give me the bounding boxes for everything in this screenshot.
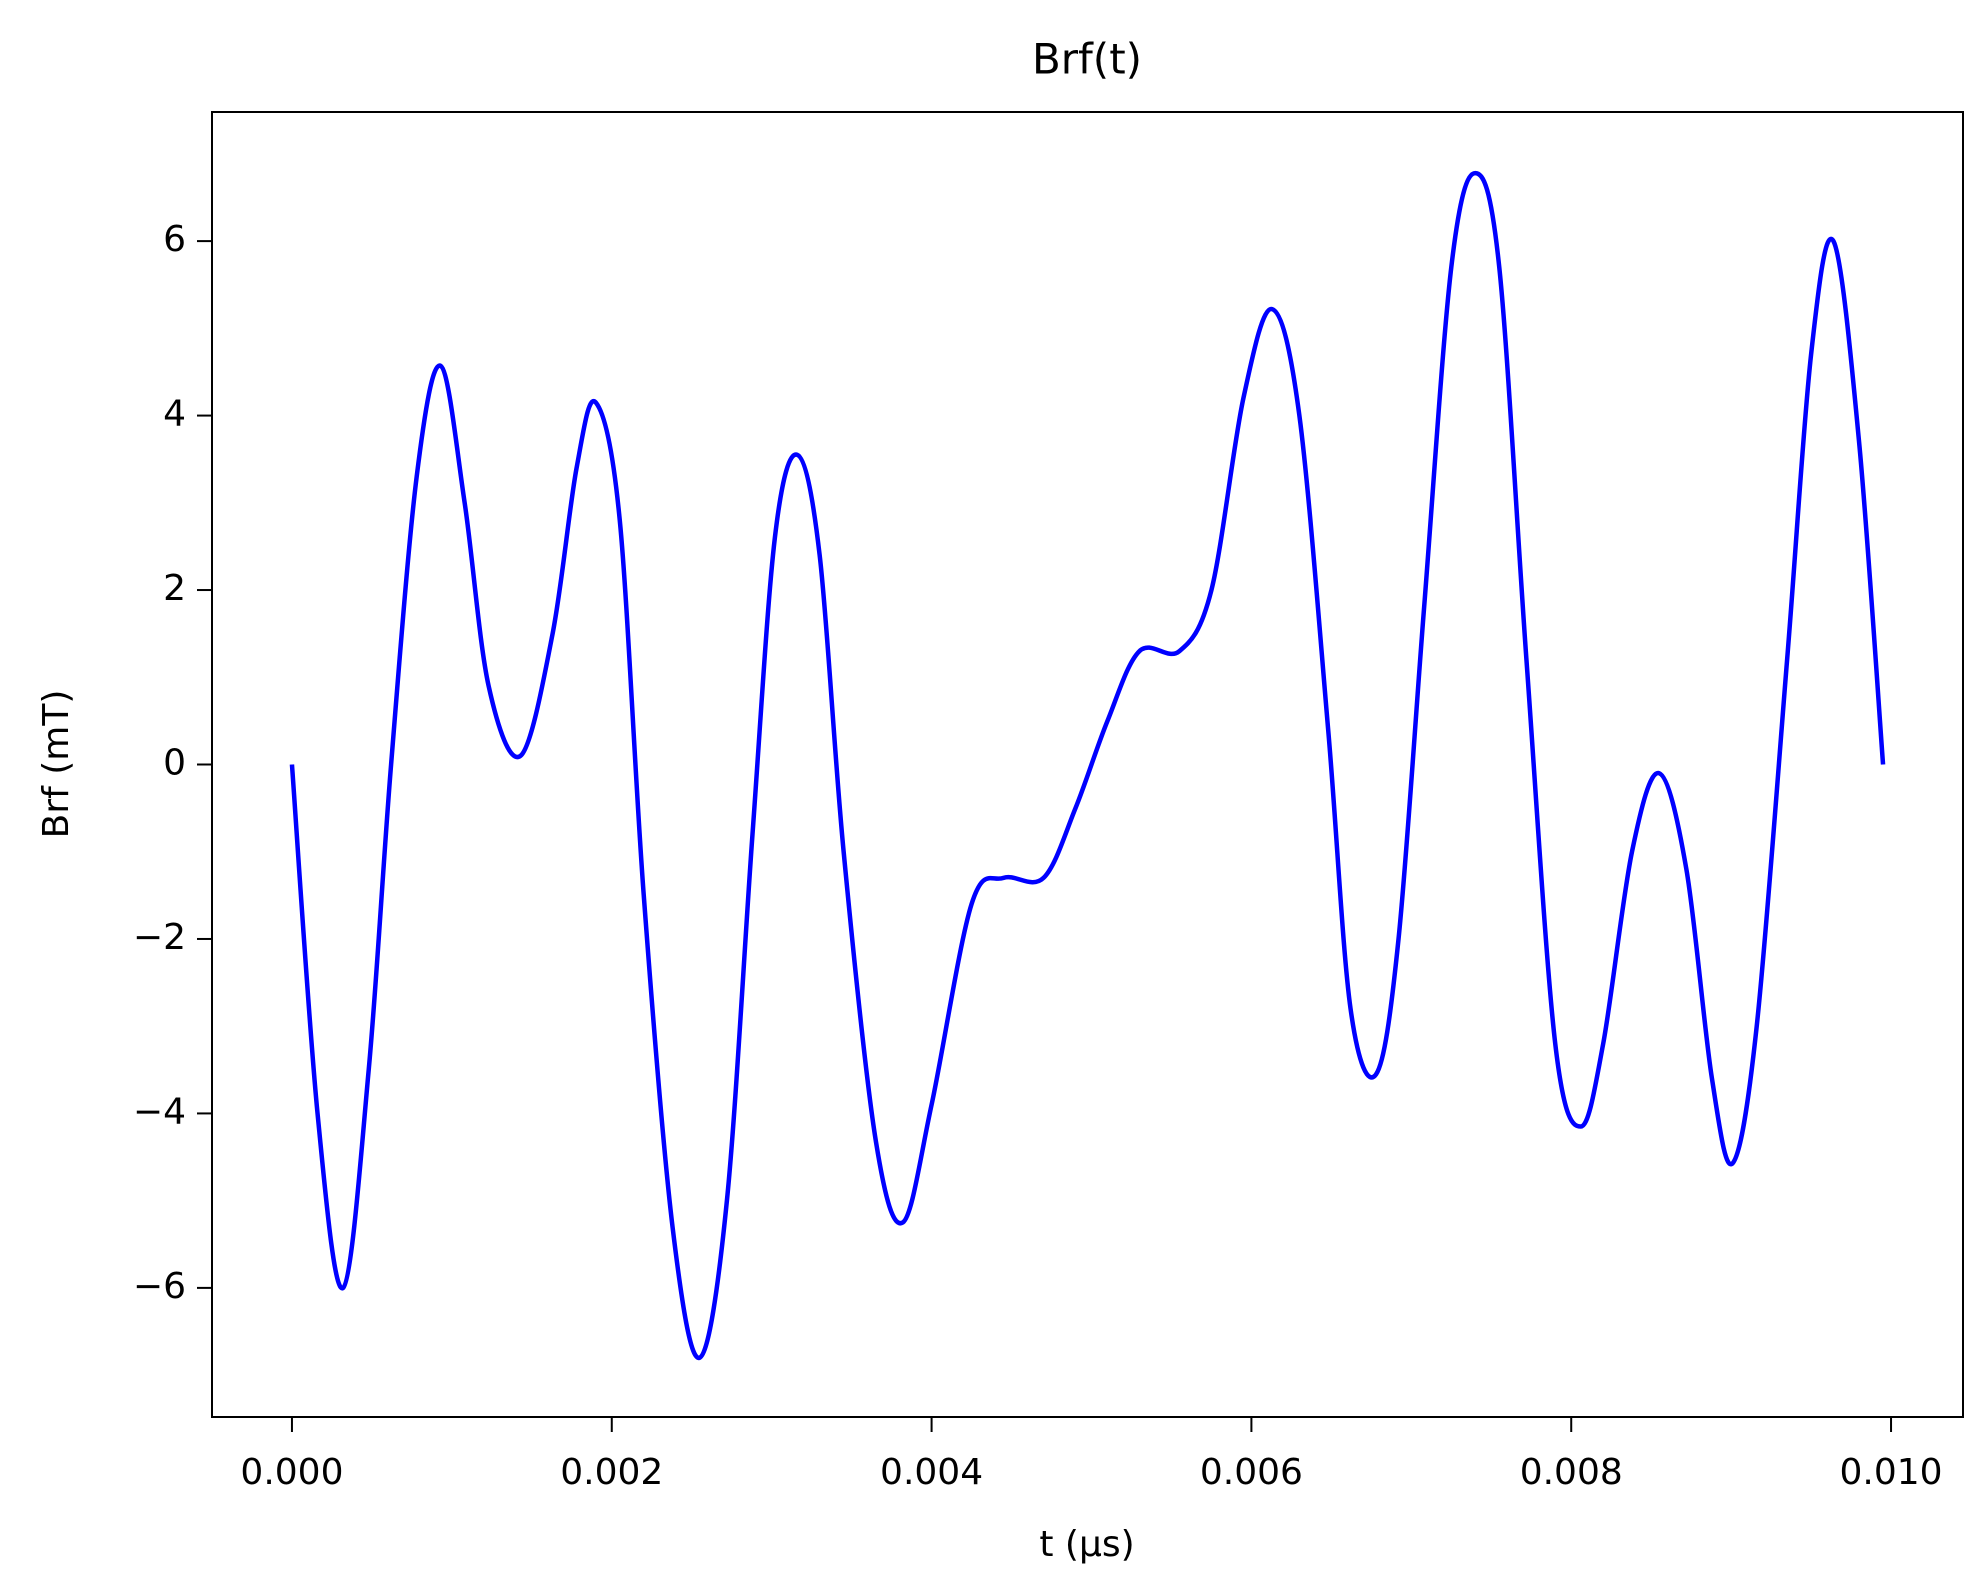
x-tick-label: 0.010 — [1840, 1452, 1943, 1493]
y-tick-label: 0 — [163, 743, 186, 784]
plot-frame — [211, 111, 1964, 1418]
y-tick-label: −2 — [133, 917, 186, 958]
x-tick-label: 0.006 — [1200, 1452, 1303, 1493]
chart-title: Brf(t) — [1032, 35, 1142, 84]
y-tick-label: 4 — [163, 394, 186, 435]
x-tick-label: 0.008 — [1520, 1452, 1623, 1493]
y-tick-label: 2 — [163, 568, 186, 609]
x-axis-label: t (µs) — [1039, 1524, 1134, 1565]
line-series — [289, 170, 1886, 1360]
x-tick-label: 0.002 — [560, 1452, 663, 1493]
x-tick-label: 0.000 — [240, 1452, 343, 1493]
x-tick-label: 0.004 — [880, 1452, 983, 1493]
y-tick-label: 6 — [163, 219, 186, 260]
y-axis-label: Brf (mT) — [36, 690, 77, 839]
y-tick-label: −4 — [133, 1091, 186, 1132]
y-tick-label: −6 — [133, 1266, 186, 1307]
